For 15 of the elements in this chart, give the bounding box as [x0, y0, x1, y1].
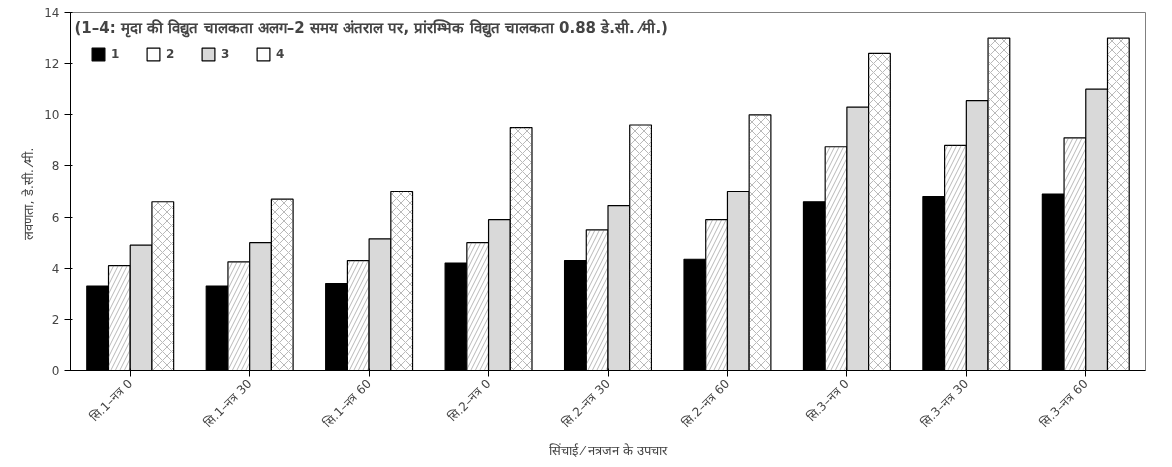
- legend-label: 2: [166, 47, 176, 61]
- y-tick-label: 4: [51, 261, 60, 276]
- y-tick-label: 0: [51, 364, 60, 378]
- y-tick-label: 14: [44, 6, 60, 20]
- text: (1–4: मृदा की विद्युत चालकता अलग–2 समय अंतराल पर, प्रांरम्भिक विद्युत चालकता 0.88 डे.सी. ⁄मी.): [74, 18, 668, 38]
- y-tick-label: 10: [44, 108, 60, 123]
- x-axis-title: सिंचाई ⁄ नत्रजन के उपचार: [548, 442, 669, 458]
- y-tick-label: 6: [51, 210, 60, 225]
- legend-label: 3: [221, 47, 231, 61]
- y-axis-title: लवणता, डे.सी. ⁄मी.: [21, 147, 37, 240]
- y-tick-label: 8: [51, 159, 60, 174]
- y-tick-label: 2: [51, 312, 60, 327]
- legend-label: 4: [276, 47, 286, 61]
- legend-label: 1: [111, 47, 121, 61]
- y-tick-label: 12: [44, 57, 60, 72]
